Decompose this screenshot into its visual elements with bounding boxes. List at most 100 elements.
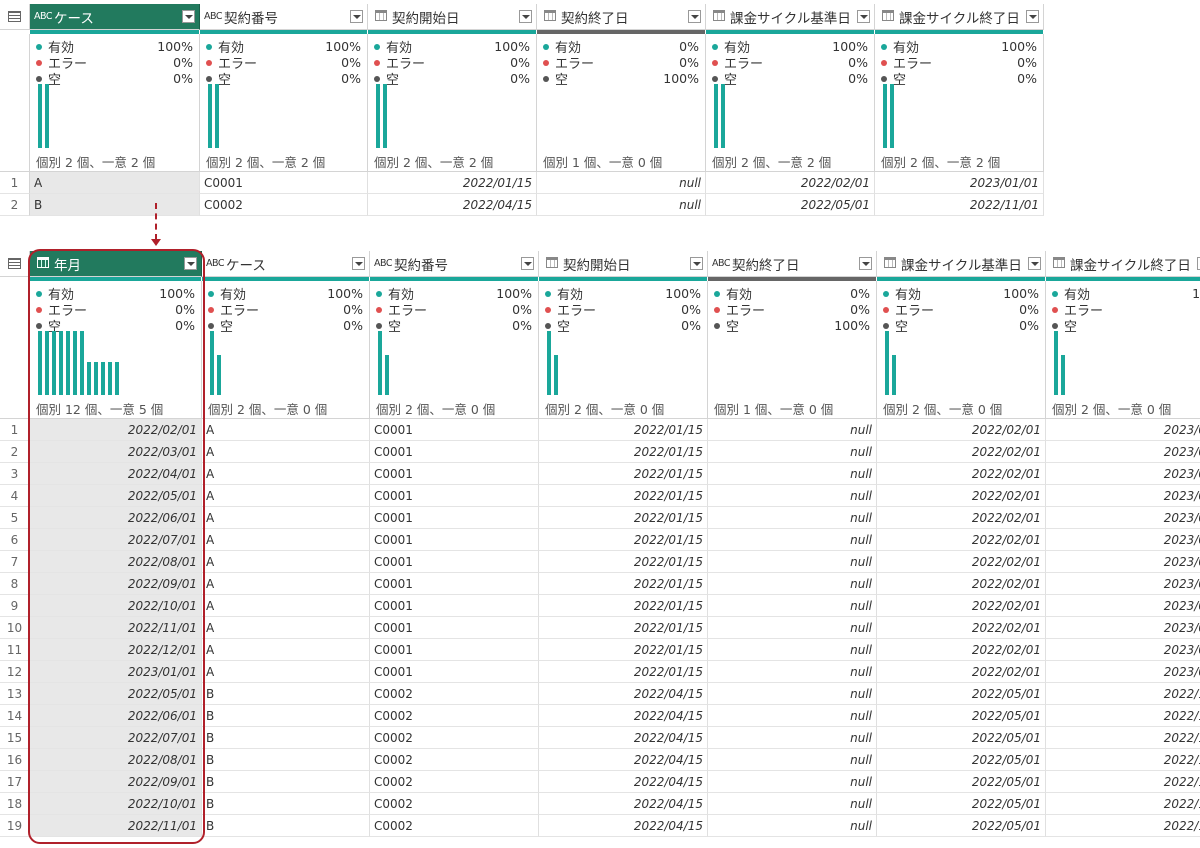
column-header[interactable]: 課金サイクル終了日 [1046, 251, 1200, 277]
table-cell[interactable]: 2022/11/01 [30, 815, 202, 837]
text-type-icon[interactable]: ABC [34, 11, 52, 22]
column-header[interactable]: ABC 契約番号 [370, 251, 539, 277]
table-cell[interactable]: 2022/02/01 [877, 463, 1046, 485]
table-cell[interactable]: 2022/09/01 [30, 771, 202, 793]
table-cell[interactable]: 2023/0: [1046, 529, 1200, 551]
table-cell[interactable]: 2022/05/01 [877, 749, 1046, 771]
table-cell[interactable]: B [30, 194, 200, 216]
date-type-icon[interactable] [541, 9, 558, 24]
table-cell[interactable]: C0002 [370, 793, 539, 815]
table-cell[interactable]: B [202, 683, 370, 705]
table-cell[interactable]: 2023/0: [1046, 507, 1200, 529]
table-cell[interactable]: 2022/05/01 [877, 727, 1046, 749]
table-cell[interactable]: A [30, 172, 200, 194]
table-cell[interactable]: 2022/04/15 [539, 771, 708, 793]
table-cell[interactable]: 2022/02/01 [877, 507, 1046, 529]
table-cell[interactable]: 2022/08/01 [30, 749, 202, 771]
table-cell[interactable]: A [202, 551, 370, 573]
column-filter-dropdown-icon[interactable] [859, 257, 872, 270]
table-cell[interactable]: 2022/05/01 [877, 771, 1046, 793]
table-cell[interactable]: null [708, 639, 877, 661]
table-cell[interactable]: 2023/01/01 [30, 661, 202, 683]
table-cell[interactable]: null [708, 683, 877, 705]
text-type-icon[interactable]: ABC [204, 11, 222, 22]
table-cell[interactable]: 2022/06/01 [30, 705, 202, 727]
table-cell[interactable]: null [708, 573, 877, 595]
table-cell[interactable]: 2022/01/15 [539, 463, 708, 485]
date-type-icon[interactable] [710, 9, 727, 24]
column-filter-dropdown-icon[interactable] [690, 257, 703, 270]
table-cell[interactable]: C0001 [370, 617, 539, 639]
column-header[interactable]: 契約開始日 [368, 4, 537, 30]
table-cell[interactable]: C0002 [370, 771, 539, 793]
date-type-icon[interactable] [372, 9, 389, 24]
table-cell[interactable]: 2023/0: [1046, 661, 1200, 683]
table-cell[interactable]: 2022/01/15 [539, 485, 708, 507]
table-cell[interactable]: A [202, 419, 370, 441]
table-cell[interactable]: 2022/05/01 [30, 683, 202, 705]
table-cell[interactable]: 2022/07/01 [30, 727, 202, 749]
table-cell[interactable]: 2022/01/15 [368, 172, 537, 194]
table-cell[interactable]: A [202, 485, 370, 507]
table-cell[interactable]: C0002 [370, 749, 539, 771]
table-cell[interactable]: C0002 [370, 683, 539, 705]
table-cell[interactable]: 2022/04/15 [539, 815, 708, 837]
table-cell[interactable]: 2022/01/15 [539, 441, 708, 463]
table-cell[interactable]: 2023/0: [1046, 595, 1200, 617]
table-cell[interactable]: 2022/08/01 [30, 551, 202, 573]
table-cell[interactable]: 2022/09/01 [30, 573, 202, 595]
table-cell[interactable]: C0001 [370, 441, 539, 463]
table-cell[interactable]: A [202, 617, 370, 639]
table-cell[interactable]: 2022/07/01 [30, 529, 202, 551]
table-menu-button[interactable] [0, 4, 30, 30]
table-cell[interactable]: 2023/0: [1046, 551, 1200, 573]
table-cell[interactable]: C0001 [370, 463, 539, 485]
table-cell[interactable]: 2023/0: [1046, 573, 1200, 595]
table-cell[interactable]: B [202, 771, 370, 793]
table-cell[interactable]: null [708, 529, 877, 551]
text-type-icon[interactable]: ABC [206, 258, 224, 269]
table-cell[interactable]: A [202, 507, 370, 529]
table-cell[interactable]: null [708, 815, 877, 837]
table-cell[interactable]: null [708, 705, 877, 727]
table-cell[interactable]: A [202, 595, 370, 617]
column-filter-dropdown-icon[interactable] [688, 10, 701, 23]
table-cell[interactable]: B [202, 727, 370, 749]
table-cell[interactable]: C0001 [370, 529, 539, 551]
table-cell[interactable]: null [708, 661, 877, 683]
table-cell[interactable]: 2022/01/15 [539, 551, 708, 573]
table-cell[interactable]: A [202, 573, 370, 595]
table-cell[interactable]: 2022/02/01 [30, 419, 202, 441]
table-cell[interactable]: C0001 [370, 661, 539, 683]
column-header[interactable]: 課金サイクル終了日 [875, 4, 1044, 30]
date-type-icon[interactable] [34, 256, 51, 271]
table-cell[interactable]: 2022/02/01 [877, 551, 1046, 573]
table-cell[interactable]: 2023/0: [1046, 419, 1200, 441]
table-cell[interactable]: C0002 [370, 815, 539, 837]
table-cell[interactable]: 2023/0: [1046, 441, 1200, 463]
table-cell[interactable]: 2023/0: [1046, 463, 1200, 485]
table-cell[interactable]: 2022/02/01 [877, 419, 1046, 441]
table-cell[interactable]: 2022/10/01 [30, 793, 202, 815]
table-cell[interactable]: 2022/05/01 [877, 683, 1046, 705]
table-cell[interactable]: 2022/02/01 [877, 661, 1046, 683]
table-cell[interactable]: 2022/01/15 [539, 507, 708, 529]
table-cell[interactable]: null [708, 551, 877, 573]
table-cell[interactable]: null [708, 749, 877, 771]
column-filter-dropdown-icon[interactable] [1028, 257, 1041, 270]
table-cell[interactable]: 2022/02/01 [877, 573, 1046, 595]
column-header[interactable]: 契約開始日 [539, 251, 708, 277]
table-cell[interactable]: null [708, 727, 877, 749]
table-cell[interactable]: 2022/1: [1046, 683, 1200, 705]
table-cell[interactable]: B [202, 793, 370, 815]
column-filter-dropdown-icon[interactable] [182, 10, 195, 23]
table-cell[interactable]: 2022/05/01 [877, 793, 1046, 815]
table-cell[interactable]: 2023/0: [1046, 485, 1200, 507]
table-cell[interactable]: 2022/01/15 [539, 617, 708, 639]
date-type-icon[interactable] [1050, 256, 1067, 271]
table-cell[interactable]: C0001 [370, 419, 539, 441]
table-cell[interactable]: C0002 [370, 727, 539, 749]
date-type-icon[interactable] [879, 9, 896, 24]
table-cell[interactable]: A [202, 463, 370, 485]
column-filter-dropdown-icon[interactable] [519, 10, 532, 23]
